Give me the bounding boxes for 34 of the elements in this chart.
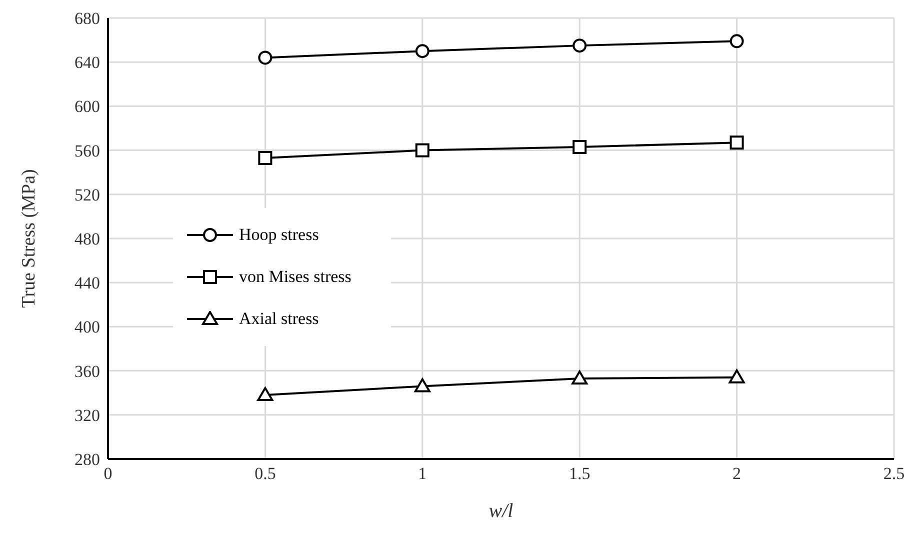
point [258,151,272,166]
point [415,44,430,58]
y-tick-label: 680 [74,9,100,28]
legend-label: von Mises stress [239,267,352,287]
y-tick-label: 520 [74,185,100,204]
point [730,136,744,150]
y-tick-label: 600 [74,97,100,116]
point [728,369,745,384]
point [415,143,430,158]
y-tick-label: 400 [74,318,100,337]
legend-label: Axial stress [239,309,319,329]
x-tick-label: 2 [732,464,742,484]
y-tick-label: 560 [74,141,100,160]
x-tick-label: 2.5 [883,464,905,484]
y-tick-label: 640 [74,53,100,72]
point [257,387,274,402]
legend-label: Hoop stress [239,225,319,245]
point [572,38,587,53]
y-tick-label: 320 [74,406,100,425]
y-tick-label: 280 [74,450,100,470]
point [572,140,587,154]
x-tick-label: 0.5 [254,464,276,484]
y-tick-label: 440 [74,274,100,293]
y-tick-label: 360 [74,362,100,381]
point [258,50,272,65]
x-tick-label: 1.5 [568,464,590,484]
y-tick-label: 480 [74,230,100,249]
point [572,370,588,385]
point [730,34,744,48]
y-axis-title: True Stress (MPa) [18,169,40,308]
point [414,378,430,392]
x-tick-label: 0 [104,464,112,484]
x-axis-title: w/l [488,500,514,522]
x-tick-label: 1 [418,464,427,484]
